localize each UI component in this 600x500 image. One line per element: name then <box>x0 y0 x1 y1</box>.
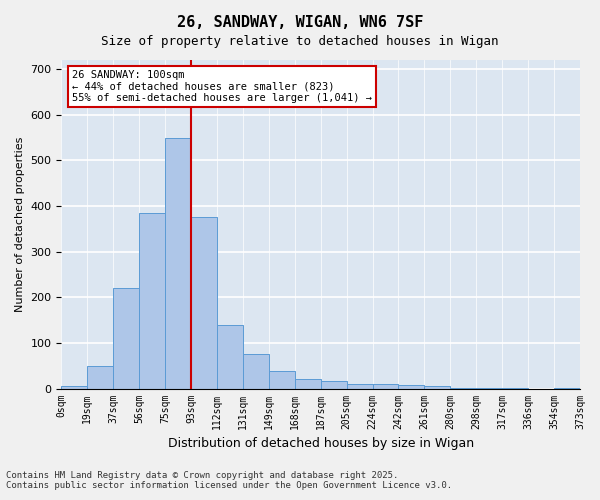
Bar <box>191 218 217 388</box>
Bar <box>269 371 295 388</box>
Bar <box>88 366 113 388</box>
Bar <box>295 378 321 388</box>
Y-axis label: Number of detached properties: Number of detached properties <box>15 136 25 312</box>
Bar <box>373 384 398 388</box>
Bar <box>61 386 88 388</box>
Text: Size of property relative to detached houses in Wigan: Size of property relative to detached ho… <box>101 35 499 48</box>
X-axis label: Distribution of detached houses by size in Wigan: Distribution of detached houses by size … <box>167 437 474 450</box>
Text: 26, SANDWAY, WIGAN, WN6 7SF: 26, SANDWAY, WIGAN, WN6 7SF <box>177 15 423 30</box>
Bar <box>398 385 424 388</box>
Bar <box>243 354 269 388</box>
Bar <box>321 381 347 388</box>
Bar <box>165 138 191 388</box>
Bar <box>424 386 451 388</box>
Bar <box>113 288 139 388</box>
Bar <box>347 384 373 388</box>
Text: 26 SANDWAY: 100sqm
← 44% of detached houses are smaller (823)
55% of semi-detach: 26 SANDWAY: 100sqm ← 44% of detached hou… <box>72 70 372 103</box>
Bar <box>139 213 165 388</box>
Text: Contains HM Land Registry data © Crown copyright and database right 2025.
Contai: Contains HM Land Registry data © Crown c… <box>6 470 452 490</box>
Bar <box>217 324 243 388</box>
